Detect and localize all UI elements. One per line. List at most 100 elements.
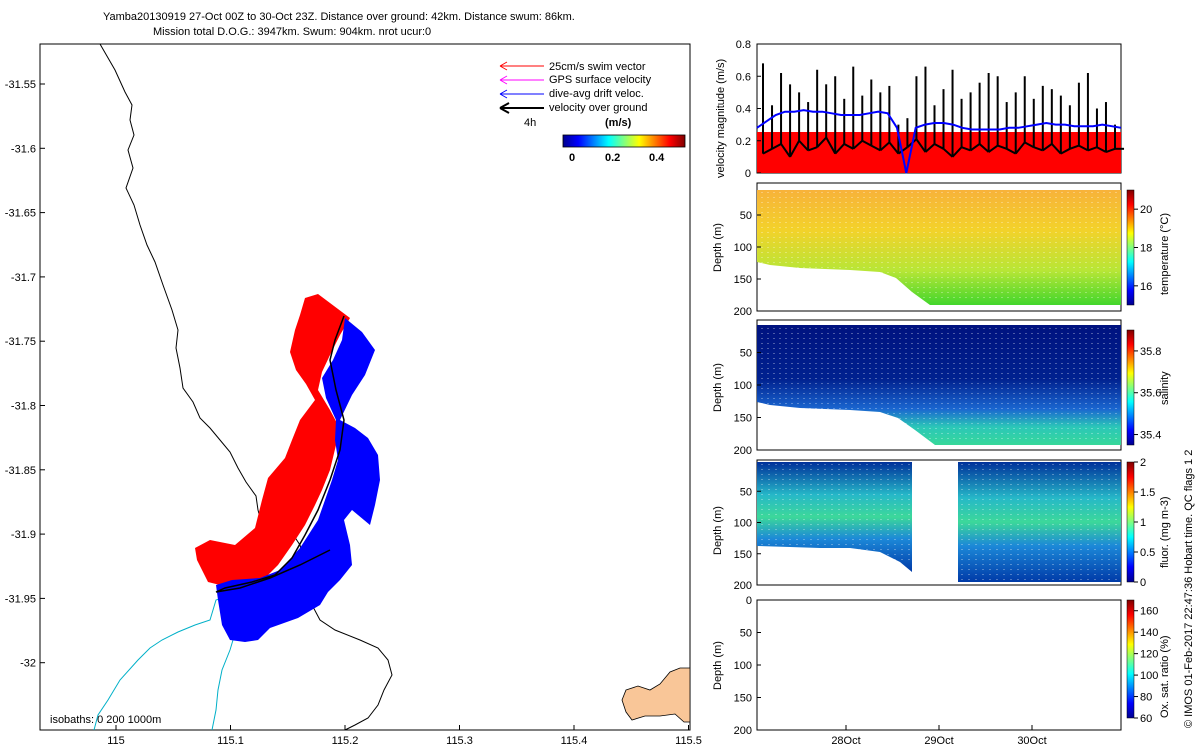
velocity-ground-segment bbox=[988, 144, 999, 153]
time-x-axis: 28Oct 29Oct 30Oct bbox=[831, 725, 1047, 747]
oxygen-y-axis: 0 50 100 150 200 bbox=[734, 595, 761, 737]
temperature-field bbox=[757, 190, 1121, 305]
velocity-ground-segment bbox=[1060, 147, 1071, 155]
velocity-ground-segment bbox=[1087, 146, 1098, 152]
velocity-ground-segment bbox=[888, 141, 900, 155]
velocity-ground-segment bbox=[1014, 141, 1026, 155]
velocity-ground-segment bbox=[997, 144, 1008, 150]
coastline bbox=[99, 43, 393, 731]
velocity-ground-segment bbox=[970, 143, 981, 152]
map-y-tick-label: -31.7 bbox=[11, 272, 36, 284]
colorbar-tick-label: 100 bbox=[1140, 670, 1158, 682]
velocity-ground-segment bbox=[870, 144, 881, 152]
depth-tick-label: 200 bbox=[734, 725, 752, 737]
fluorescence-colorbar-label: fluor. (mg m-3) bbox=[1159, 496, 1171, 568]
velocity-ground-segment bbox=[816, 136, 827, 148]
fluorescence-colorbar-ticks: 0 0.5 1 1.5 2 bbox=[1134, 457, 1155, 589]
salinity-y-axis: 50 100 150 200 bbox=[734, 348, 761, 457]
velocity-ground-segment bbox=[762, 147, 773, 155]
map-y-tick-label: -31.8 bbox=[11, 401, 36, 413]
depth-tick-label: 100 bbox=[734, 518, 752, 530]
velocity-ground-segment bbox=[961, 146, 971, 152]
legend-swim-label: 25cm/s swim vector bbox=[549, 61, 646, 73]
velocity-ground-segment bbox=[861, 139, 872, 147]
colorbar-tick-1: 0.2 bbox=[605, 152, 620, 164]
colorbar-tick-label: 0.5 bbox=[1140, 547, 1155, 559]
velocity-ground-segment bbox=[1051, 143, 1062, 155]
map-x-tick-label: 115.4 bbox=[561, 735, 588, 747]
velocity-ground-segment bbox=[942, 148, 954, 158]
map-axes-box bbox=[39, 43, 691, 731]
fluorescence-field-1 bbox=[757, 462, 912, 572]
map-legend: 25cm/s swim vector GPS surface velocity … bbox=[499, 61, 686, 164]
legend-drift-label: dive-avg drift veloc. bbox=[549, 88, 644, 100]
map-y-tick-label: -31.6 bbox=[11, 143, 36, 155]
map-y-tick-label: -31.55 bbox=[5, 79, 36, 91]
colorbar-tick-label: 2 bbox=[1140, 457, 1146, 469]
time-x-tick-label: 29Oct bbox=[924, 735, 953, 747]
colorbar-tick-label: 18 bbox=[1140, 243, 1152, 255]
velocity-ground-segment bbox=[951, 146, 963, 158]
oxygen-colorbar-ticks: 60 80 100 120 140 160 bbox=[1134, 606, 1158, 725]
fluorescence-panel: 50 100 150 200 Depth (m) 0 0.5 1 1.5 2 fluor. (… bbox=[712, 457, 1171, 592]
velocity-ground-segment bbox=[1105, 147, 1116, 153]
velocity-ground-segment bbox=[771, 143, 782, 150]
fluorescence-profile-dots bbox=[761, 464, 1117, 580]
velocity-ground-segment bbox=[1069, 144, 1080, 150]
time-x-tick-label: 28Oct bbox=[831, 735, 860, 747]
temperature-colorbar bbox=[1126, 189, 1135, 306]
salinity-colorbar-label: salinity bbox=[1159, 371, 1171, 405]
salinity-colorbar-ticks: 35.4 35.6 35.8 bbox=[1134, 346, 1161, 442]
velocity-ylabel: velocity magnitude (m/s) bbox=[715, 59, 727, 178]
velocity-ground-segment bbox=[924, 143, 936, 153]
oxygen-axes-box bbox=[756, 599, 1122, 731]
velocity-ground-segment bbox=[1033, 146, 1044, 152]
depth-tick-label: 150 bbox=[734, 274, 752, 286]
fluorescence-colorbar bbox=[1126, 461, 1135, 583]
colorbar-tick-label: 35.4 bbox=[1140, 430, 1161, 442]
track-line bbox=[215, 315, 345, 593]
map-x-tick-label: 115 bbox=[107, 735, 125, 747]
colorbar-title: (m/s) bbox=[605, 117, 632, 129]
depth-tick-label: 200 bbox=[734, 445, 752, 457]
velocity-y-axis: 0 0.2 0.4 0.6 0.8 bbox=[736, 39, 761, 180]
velocity-ground-segment bbox=[852, 140, 863, 150]
velocity-y-tick-label: 0.2 bbox=[736, 136, 751, 148]
colorbar-tick-label: 0 bbox=[1140, 577, 1146, 589]
map-y-tick-label: -31.75 bbox=[5, 336, 36, 348]
depth-tick-label: 100 bbox=[734, 242, 752, 254]
speed-colorbar bbox=[562, 134, 686, 148]
depth-tick-label: 200 bbox=[734, 306, 752, 318]
colorbar-tick-label: 160 bbox=[1140, 606, 1158, 618]
velocity-ground-segment bbox=[807, 146, 818, 152]
temperature-colorbar-label: temperature (°C) bbox=[1159, 213, 1171, 295]
salinity-field bbox=[757, 325, 1121, 445]
oxygen-ylabel: Depth (m) bbox=[712, 641, 724, 690]
velocity-ground-segment bbox=[834, 143, 845, 155]
velocity-ground-segment bbox=[897, 146, 908, 155]
depth-tick-label: 100 bbox=[734, 660, 752, 672]
map-y-tick-label: -31.95 bbox=[5, 593, 36, 605]
isobaths-label: isobaths: 0 200 1000m bbox=[50, 714, 161, 726]
depth-tick-label: 50 bbox=[740, 210, 752, 222]
temperature-ylabel: Depth (m) bbox=[712, 223, 724, 272]
velocity-ground-segment bbox=[1006, 147, 1017, 155]
header-line-2: Mission total D.O.G.: 3947km. Swum: 904k… bbox=[153, 26, 432, 38]
colorbar-tick-label: 80 bbox=[1140, 692, 1152, 704]
land-patch bbox=[621, 667, 691, 723]
depth-tick-label: 100 bbox=[734, 380, 752, 392]
velocity-red-band bbox=[757, 132, 1121, 173]
swim-vector-swath bbox=[195, 294, 350, 585]
velocity-ground-segment bbox=[825, 137, 837, 155]
time-scale-label: 4h bbox=[524, 117, 536, 129]
depth-tick-label: 50 bbox=[740, 486, 752, 498]
colorbar-tick-label: 35.6 bbox=[1140, 388, 1161, 400]
map-y-tick-label: -31.9 bbox=[11, 529, 36, 541]
map-x-axis: 115 115.1 115.2 115.3 115.4 115.5 bbox=[107, 725, 702, 747]
velocity-ground-segment bbox=[934, 143, 944, 150]
colorbar-tick-label: 140 bbox=[1140, 627, 1158, 639]
colorbar-tick-label: 1 bbox=[1140, 517, 1146, 529]
fluorescence-y-axis: 50 100 150 200 bbox=[734, 486, 761, 592]
oxygen-colorbar-label: Ox. sat. ratio (%) bbox=[1159, 635, 1171, 718]
velocity-ground-segment bbox=[789, 140, 800, 158]
